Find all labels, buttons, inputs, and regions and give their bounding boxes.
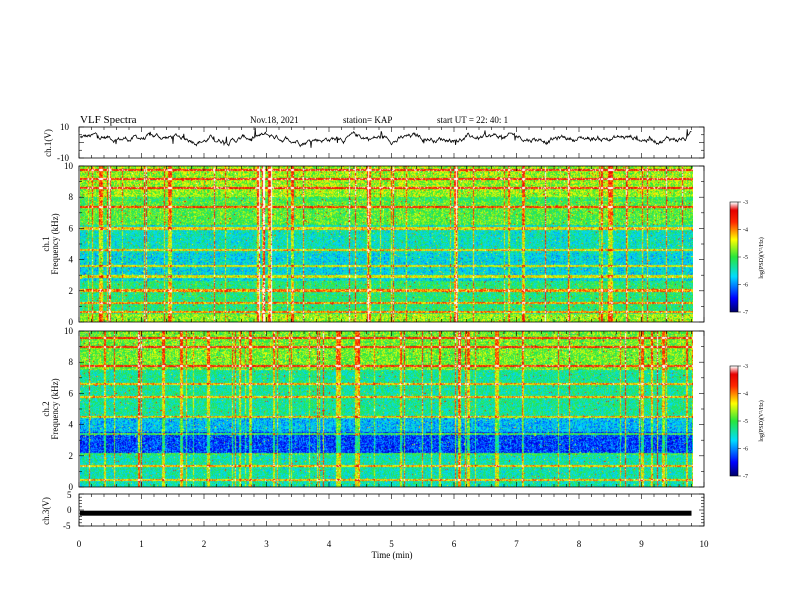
ch2-spectrogram-ticks [78,330,705,488]
colorbar-tick-label: -4 [743,228,748,234]
ch1-waveform-ylabel: ch.1(V) [43,129,53,157]
time-axis-tick-labels: 0 1 2 3 4 5 6 7 8 9 10 [77,539,709,549]
time-tick-label: 3 [264,539,269,549]
ch2-colorbar-ticks: -3 -4 -5 -6 -7 [738,364,748,480]
ch3-waveform-panel: 5 0 -5 ch.3(V) [41,490,705,531]
time-tick-label: 1 [139,539,144,549]
ch1-ytick-top: 10 [60,122,70,132]
ch3-waveform-line [80,510,692,516]
colorbar-tick-label: -3 [743,200,748,206]
time-tick-label: 10 [700,539,710,549]
ch2-colorbar-label: log(PSD)(V²/Hz) [758,400,765,441]
colorbar-tick-label: -7 [743,310,748,316]
ch2-spectrogram-image [80,331,693,487]
time-tick-label: 0 [77,539,82,549]
colorbar-tick-label: -5 [743,419,748,425]
time-tick-label: 6 [452,539,457,549]
ch1-colorbar-label: log(PSD)(V²/Hz) [758,237,765,278]
ch2-spectrogram-ylabel-channel: ch.2 [41,401,51,416]
freq-tick-label: 6 [69,223,74,233]
figure-title: VLF Spectra [80,114,137,126]
freq-tick-label: 6 [69,388,74,398]
ch1-spectrogram-image [80,166,693,322]
ch1-colorbar-ticks: -3 -4 -5 -6 -7 [738,200,748,316]
colorbar-tick-label: -4 [743,392,748,398]
ch1-spectrogram-ylabel-frequency: Frequency (kHz) [50,213,60,274]
start-time-label: start UT = 22: 40: 1 [437,115,508,125]
freq-tick-label: 2 [69,286,74,296]
time-tick-label: 9 [639,539,644,549]
freq-tick-label: 8 [69,357,74,367]
freq-tick-label: 4 [69,255,74,265]
station-label: station= KAP [343,115,392,125]
time-tick-label: 7 [514,539,519,549]
time-tick-label: 2 [202,539,207,549]
ch3-waveform-ticks [78,493,705,527]
ch1-ytick-bottom: -10 [57,153,69,163]
ch1-waveform-line [79,127,692,148]
freq-tick-label: 4 [69,420,74,430]
ch3-ytick-middle: 0 [67,505,72,515]
ch1-spectrogram-ytick-labels: 0 2 4 6 8 10 [64,161,74,327]
ch2-colorbar [730,366,738,476]
ch1-spectrogram-ticks [78,165,705,323]
freq-tick-label: 0 [69,317,74,327]
ch1-colorbar [730,202,738,312]
ch3-ytick-top: 5 [67,490,72,500]
colorbar-tick-label: -5 [743,255,748,261]
ch2-spectrogram-ytick-labels: 0 2 4 6 8 10 [64,326,74,492]
freq-tick-label: 0 [69,482,74,492]
ch1-waveform-ticks [78,126,705,159]
colorbar-tick-label: -3 [743,364,748,370]
freq-tick-label: 10 [64,161,74,171]
date-label: Nov.18, 2021 [250,115,299,125]
colorbar-tick-label: -7 [743,474,748,480]
ch2-spectrogram-ylabel-frequency: Frequency (kHz) [50,378,60,439]
freq-tick-label: 2 [69,451,74,461]
time-tick-label: 4 [327,539,332,549]
ch1-waveform-panel: 10 -10 ch.1(V) [43,122,705,163]
ch1-spectrogram-ylabel-channel: ch.1 [41,236,51,251]
time-tick-label: 5 [389,539,394,549]
ch3-waveform-ylabel: ch.3(V) [41,497,51,525]
freq-tick-label: 8 [69,192,74,202]
colorbar-tick-label: -6 [743,283,748,289]
colorbar-tick-label: -6 [743,447,748,453]
ch3-ytick-bottom: -5 [63,521,71,531]
time-axis-label: Time (min) [372,550,413,560]
time-tick-label: 8 [577,539,582,549]
freq-tick-label: 10 [64,326,74,336]
